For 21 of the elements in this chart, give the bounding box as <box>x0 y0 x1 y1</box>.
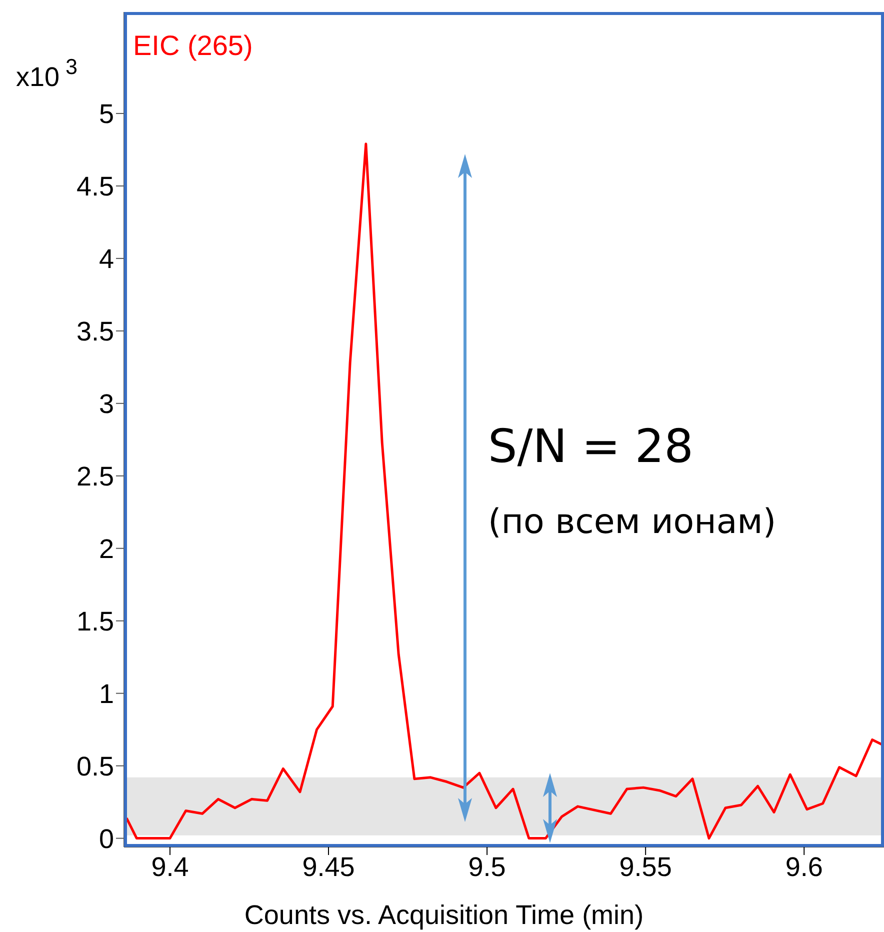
y-axis-title: x10$^{3}$ <box>16 54 78 92</box>
x-tick-label: 9.6 <box>785 852 823 882</box>
x-axis-title: Counts vs. Acquisition Time (min) <box>244 900 644 930</box>
y-tick-label: 4.5 <box>76 172 114 202</box>
y-tick-label: 1 <box>98 678 114 709</box>
x-tick-label: 9.45 <box>302 852 355 882</box>
y-tick-label: 5 <box>98 99 114 130</box>
y-tick-label: 0.5 <box>76 751 114 782</box>
y-tick-label: 4 <box>98 244 114 274</box>
y-tick-label: 3 <box>98 388 114 419</box>
y-tick-label: 0 <box>98 824 114 854</box>
text: EIC (265) <box>133 30 253 61</box>
x-tick-label: 9.4 <box>151 852 189 882</box>
annotation: (по всем ионам) <box>488 502 776 542</box>
y-tick-label: 1.5 <box>76 606 114 636</box>
y-tick-label: 3.5 <box>76 316 114 347</box>
annotation: S/N = 28 <box>488 419 694 473</box>
x-tick-label: 9.55 <box>619 852 672 882</box>
x-tick-label: 9.5 <box>468 852 506 882</box>
y-tick-label: 2 <box>98 534 114 564</box>
y-tick-label: 2.5 <box>76 461 114 492</box>
